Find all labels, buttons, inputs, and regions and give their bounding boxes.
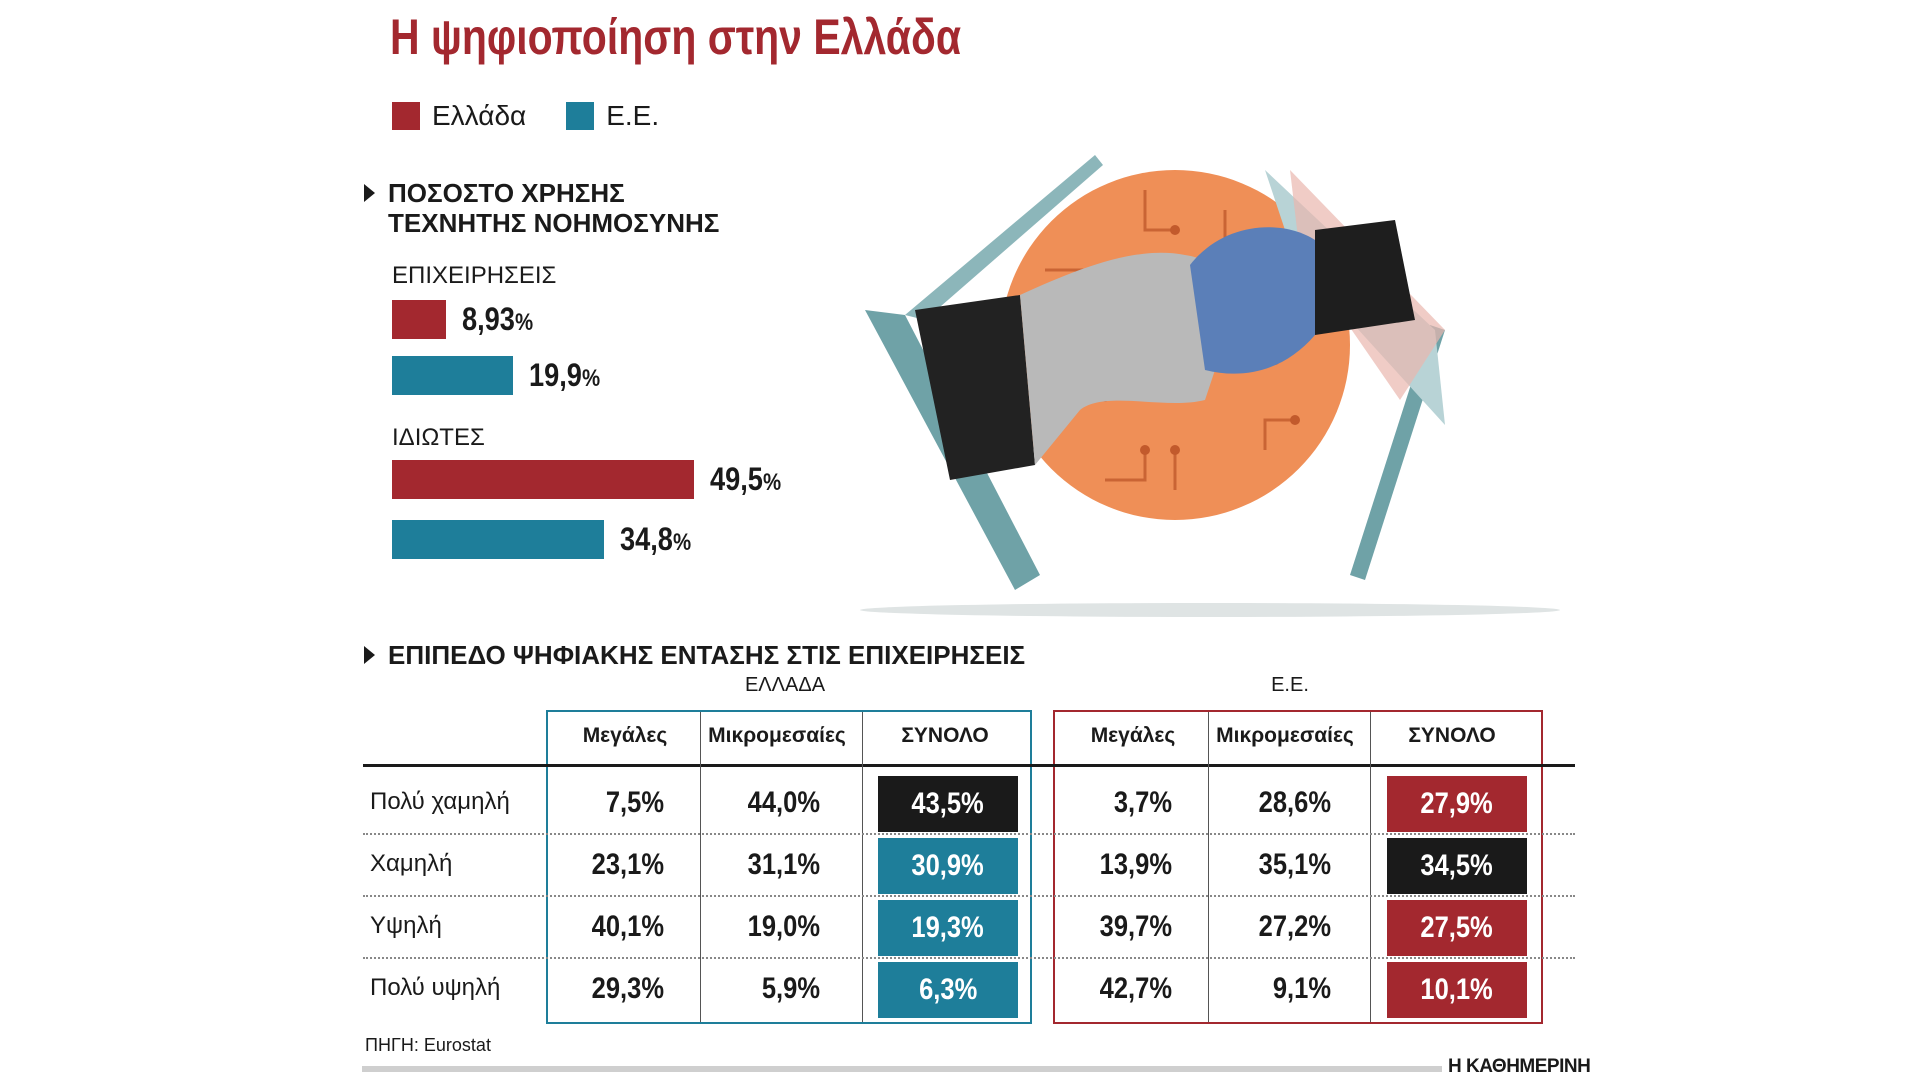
table-heading-text: ΕΠΙΠΕΔΟ ΨΗΦΙΑΚΗΣ ΕΝΤΑΣΗΣ ΣΤΙΣ ΕΠΙΧΕΙΡΗΣΕ… — [388, 640, 1026, 670]
table-cell: 31,1% — [747, 848, 820, 881]
bar-value-label: 8,93% — [462, 301, 533, 338]
table-cell: 3,7% — [1113, 786, 1172, 819]
table-cell: 5,9% — [761, 972, 820, 1005]
table-cell: 35,1% — [1258, 848, 1331, 881]
column-header: ΣΥΝΟΛΟ — [901, 724, 989, 747]
table-cell: 23,1% — [591, 848, 664, 881]
ai-heading-line2: ΤΕΧΝΗΤΗΣ ΝΟΗΜΟΣΥΝΗΣ — [388, 208, 720, 238]
table-cell: 44,0% — [747, 786, 820, 819]
header-rule — [363, 764, 1575, 767]
total-value: 43,5% — [911, 787, 985, 820]
row-label: Πολύ χαμηλή — [370, 788, 510, 815]
source-note: ΠΗΓΗ: Eurostat — [365, 1035, 491, 1055]
table-cell: 39,7% — [1099, 910, 1172, 943]
bar-value-label: 19,9% — [529, 357, 600, 394]
row-label: Χαμηλή — [370, 850, 453, 877]
table-cell: 28,6% — [1258, 786, 1331, 819]
group-label-greece: ΕΛΛΑΔΑ — [744, 674, 826, 696]
column-header: Μεγάλες — [1090, 724, 1176, 747]
total-cell: 30,9% — [878, 838, 1018, 894]
bar-individuals-greece — [392, 460, 694, 499]
row-divider — [363, 895, 1575, 897]
column-divider — [1370, 712, 1371, 1022]
table-cell: 13,9% — [1099, 848, 1172, 881]
legend-swatch-greece — [392, 102, 420, 130]
row-divider — [363, 833, 1575, 835]
table-cell: 19,0% — [747, 910, 820, 943]
total-value: 10,1% — [1420, 973, 1494, 1006]
bar-value-label: 34,8% — [620, 521, 691, 558]
total-value: 27,9% — [1420, 787, 1494, 820]
column-header: Μικρομεσαίες — [1216, 724, 1354, 747]
table-cell: 27,2% — [1258, 910, 1331, 943]
table-cell: 29,3% — [591, 972, 664, 1005]
legend-label-eu: Ε.Ε. — [606, 100, 660, 131]
total-cell: 43,5% — [878, 776, 1018, 832]
group-label-individuals: ΙΔΙΩΤΕΣ — [392, 424, 485, 451]
group-label-eu: Ε.Ε. — [1271, 674, 1309, 696]
total-value: 19,3% — [911, 911, 985, 944]
row-label: Υψηλή — [370, 912, 442, 939]
eu-frame — [1053, 710, 1543, 1024]
bar-unit: % — [581, 365, 601, 392]
ai-heading-line1: ΠΟΣΟΣΤΟ ΧΡΗΣΗΣ — [388, 178, 625, 208]
total-value: 27,5% — [1420, 911, 1494, 944]
legend-swatch-eu — [566, 102, 595, 130]
row-divider — [363, 957, 1575, 959]
column-header: Μεγάλες — [582, 724, 668, 747]
table-cell: 9,1% — [1272, 972, 1331, 1005]
bar-businesses-greece — [392, 300, 446, 339]
bar-businesses-eu — [392, 356, 513, 395]
page-title: Η ψηφιοποίηση στην Ελλάδα — [390, 9, 962, 65]
total-value: 34,5% — [1420, 849, 1494, 882]
triangle-bullet-icon — [364, 646, 375, 664]
group-label-businesses: ΕΠΙΧΕΙΡΗΣΕΙΣ — [392, 262, 557, 289]
bar-individuals-eu — [392, 520, 604, 559]
total-cell: 27,5% — [1387, 900, 1527, 956]
column-divider — [1208, 712, 1209, 1022]
bar-value: 34,8 — [620, 521, 673, 557]
column-divider — [862, 712, 863, 1022]
total-cell: 6,3% — [878, 962, 1018, 1018]
column-header: Μικρομεσαίες — [708, 724, 846, 747]
table-cell: 7,5% — [605, 786, 664, 819]
handshake-laptops-illustration — [860, 155, 1560, 617]
total-value: 30,9% — [911, 849, 985, 882]
bar-value: 49,5 — [710, 461, 763, 497]
brand-logo: Η ΚΑΘΗΜΕΡΙΝΗ — [1448, 1056, 1591, 1077]
total-value: 6,3% — [918, 973, 978, 1006]
column-header: ΣΥΝΟΛΟ — [1408, 724, 1496, 747]
bar-unit: % — [672, 529, 692, 556]
footer-bar — [362, 1066, 1442, 1072]
total-cell: 19,3% — [878, 900, 1018, 956]
greece-frame — [546, 710, 1032, 1024]
bar-value-label: 49,5% — [710, 461, 781, 498]
row-label: Πολύ υψηλή — [370, 974, 501, 1001]
bar-value: 8,93 — [462, 301, 515, 337]
total-cell: 27,9% — [1387, 776, 1527, 832]
total-cell: 34,5% — [1387, 838, 1527, 894]
triangle-bullet-icon — [364, 184, 375, 202]
bar-unit: % — [514, 309, 534, 336]
bar-value: 19,9 — [529, 357, 582, 393]
legend: Ελλάδα Ε.Ε. — [392, 100, 685, 132]
legend-label-greece: Ελλάδα — [432, 100, 527, 131]
table-cell: 42,7% — [1099, 972, 1172, 1005]
bar-unit: % — [762, 469, 782, 496]
legend-item-eu: Ε.Ε. — [566, 100, 659, 132]
total-cell: 10,1% — [1387, 962, 1527, 1018]
table-cell: 40,1% — [591, 910, 664, 943]
column-divider — [700, 712, 701, 1022]
legend-item-greece: Ελλάδα — [392, 100, 526, 132]
